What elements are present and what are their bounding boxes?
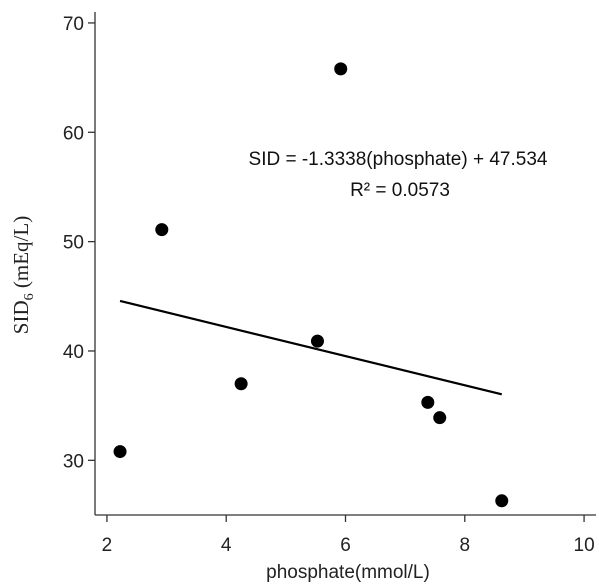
data-point xyxy=(155,223,169,237)
y-tick-label: 50 xyxy=(63,233,84,254)
x-axis-label: phosphate(mmol/L) xyxy=(266,562,430,583)
data-point xyxy=(234,377,248,391)
axes xyxy=(94,12,596,516)
x-tick-label: 10 xyxy=(574,535,595,556)
equation-annotation: SID = -1.3338(phosphate) + 47.534 xyxy=(249,149,548,170)
data-point xyxy=(495,494,509,508)
data-points xyxy=(113,62,509,508)
regression-line xyxy=(119,299,503,396)
r-squared-annotation: R² = 0.0573 xyxy=(350,180,450,201)
x-tick-label: 2 xyxy=(102,535,113,556)
x-tick-label: 8 xyxy=(459,535,470,556)
data-point xyxy=(113,445,127,459)
data-point xyxy=(433,411,447,425)
x-tick-label: 4 xyxy=(221,535,232,556)
y-axis-label-unit: (mEq/L) xyxy=(9,216,33,294)
y-axis-label-main: SID xyxy=(9,300,33,334)
y-tick-label: 40 xyxy=(63,342,84,363)
y-tick-label: 60 xyxy=(63,123,84,144)
x-tick-label: 6 xyxy=(340,535,351,556)
y-tick-label: 30 xyxy=(63,451,84,472)
data-point xyxy=(421,395,435,409)
data-point xyxy=(334,62,348,76)
fit-line-group xyxy=(119,299,503,396)
y-tick-label: 70 xyxy=(63,14,84,35)
axis-ticks: 2 4 6 8 10 30 40 50 60 70 xyxy=(63,14,595,556)
data-point xyxy=(310,334,324,348)
y-axis-label-subscript: 6 xyxy=(22,293,37,300)
y-axis-label: SID6 (mEq/L) xyxy=(9,216,37,334)
